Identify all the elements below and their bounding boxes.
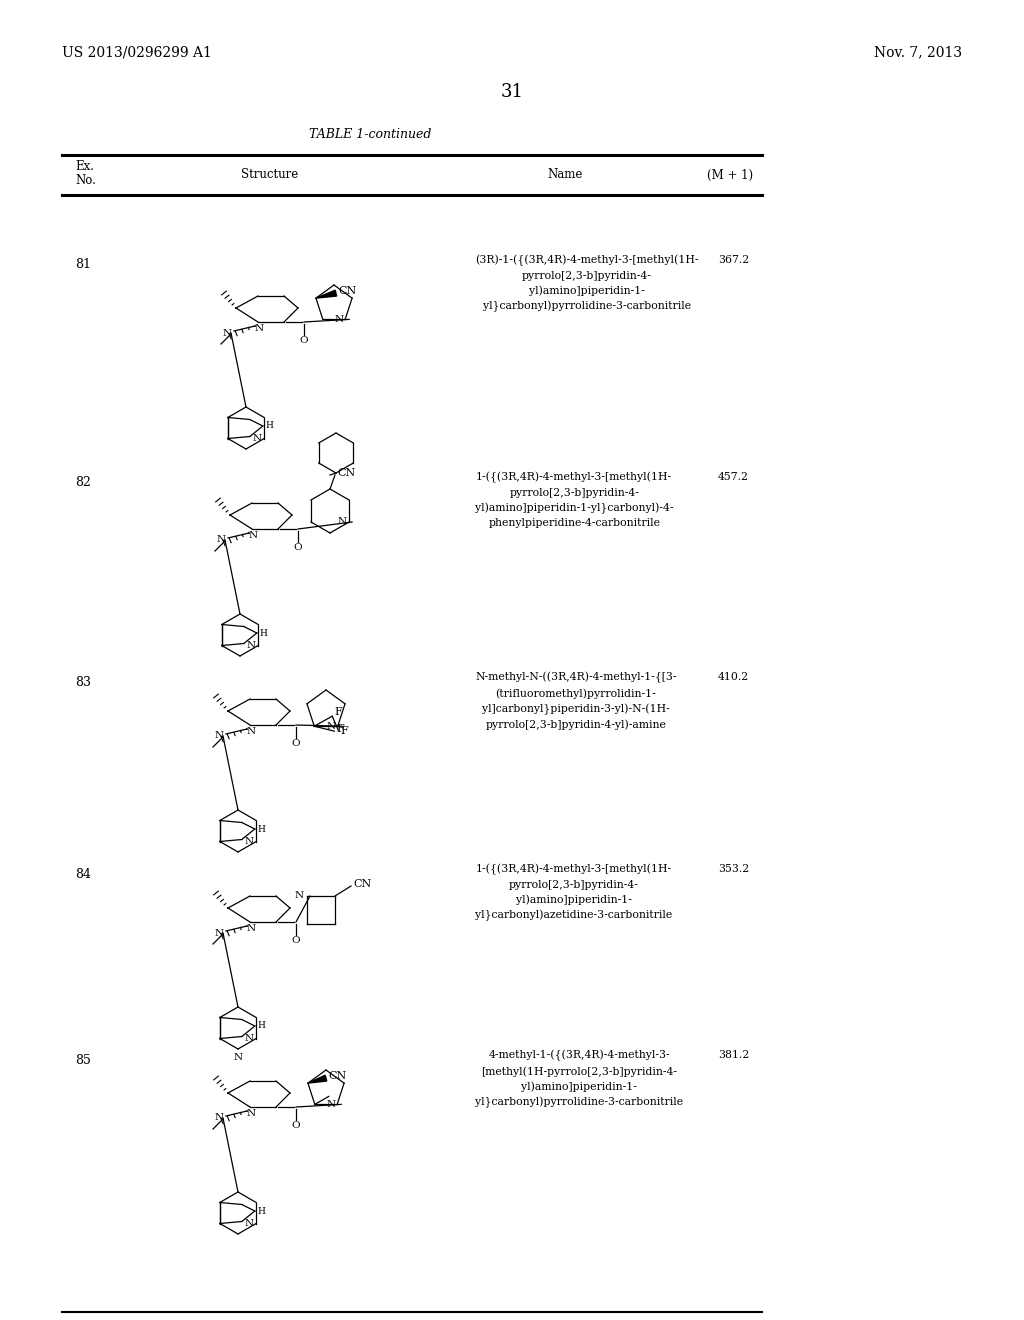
Text: 1-({(3R,4R)-4-methyl-3-[methyl(1H-
pyrrolo[2,3-b]pyridin-4-
yl)amino]piperidin-1: 1-({(3R,4R)-4-methyl-3-[methyl(1H- pyrro… bbox=[475, 473, 674, 528]
Text: N: N bbox=[215, 928, 224, 937]
Text: Ex.: Ex. bbox=[75, 161, 94, 173]
Text: O: O bbox=[292, 1121, 300, 1130]
Text: O: O bbox=[294, 543, 302, 552]
Text: (M + 1): (M + 1) bbox=[707, 169, 753, 181]
Text: 84: 84 bbox=[75, 867, 91, 880]
Text: N: N bbox=[247, 924, 256, 933]
Text: N: N bbox=[334, 315, 343, 323]
Text: O: O bbox=[300, 337, 308, 345]
Text: CN: CN bbox=[328, 1071, 346, 1081]
Text: N: N bbox=[215, 731, 224, 741]
Text: Name: Name bbox=[547, 169, 583, 181]
Text: N: N bbox=[244, 1218, 253, 1228]
Text: N: N bbox=[233, 1053, 243, 1063]
Text: 81: 81 bbox=[75, 259, 91, 272]
Text: N: N bbox=[295, 891, 304, 900]
Text: CN: CN bbox=[338, 286, 356, 296]
Text: H: H bbox=[266, 421, 273, 430]
Text: N: N bbox=[215, 1114, 224, 1122]
Text: CN: CN bbox=[337, 469, 355, 478]
Text: H: H bbox=[260, 628, 267, 638]
Text: Structure: Structure bbox=[242, 169, 299, 181]
Text: 31: 31 bbox=[501, 83, 523, 102]
Text: 367.2: 367.2 bbox=[718, 255, 750, 265]
Text: 457.2: 457.2 bbox=[718, 473, 749, 482]
Text: H: H bbox=[258, 825, 265, 833]
Text: 4-methyl-1-({(3R,4R)-4-methyl-3-
[methyl(1H-pyrrolo[2,3-b]pyridin-4-
yl)amino]pi: 4-methyl-1-({(3R,4R)-4-methyl-3- [methyl… bbox=[475, 1049, 683, 1107]
Text: N: N bbox=[247, 727, 256, 737]
Text: F: F bbox=[336, 725, 344, 734]
Text: 353.2: 353.2 bbox=[718, 865, 750, 874]
Text: No.: No. bbox=[75, 174, 96, 187]
Text: TABLE 1-continued: TABLE 1-continued bbox=[309, 128, 431, 140]
Text: H: H bbox=[258, 1206, 265, 1216]
Text: 85: 85 bbox=[75, 1053, 91, 1067]
Text: N: N bbox=[249, 531, 258, 540]
Text: 82: 82 bbox=[75, 475, 91, 488]
Text: O: O bbox=[292, 739, 300, 748]
Text: 1-({(3R,4R)-4-methyl-3-[methyl(1H-
pyrrolo[2,3-b]pyridin-4-
yl)amino]piperidin-1: 1-({(3R,4R)-4-methyl-3-[methyl(1H- pyrro… bbox=[475, 865, 672, 921]
Text: N: N bbox=[244, 1034, 253, 1043]
Text: F: F bbox=[340, 726, 348, 737]
Text: N: N bbox=[252, 434, 261, 444]
Text: CN: CN bbox=[353, 879, 372, 888]
Text: N: N bbox=[254, 323, 263, 333]
Text: N: N bbox=[327, 722, 336, 731]
Text: H: H bbox=[258, 1022, 265, 1031]
Text: N-methyl-N-((3R,4R)-4-methyl-1-{[3-
(trifluoromethyl)pyrrolidin-1-
yl]carbonyl}p: N-methyl-N-((3R,4R)-4-methyl-1-{[3- (tri… bbox=[475, 672, 677, 730]
Text: N: N bbox=[326, 1100, 335, 1109]
Text: N: N bbox=[338, 517, 347, 527]
Text: N: N bbox=[247, 1109, 256, 1118]
Text: N: N bbox=[244, 837, 253, 846]
Text: N: N bbox=[217, 536, 226, 544]
Text: 83: 83 bbox=[75, 676, 91, 689]
Text: 381.2: 381.2 bbox=[718, 1049, 750, 1060]
Text: O: O bbox=[292, 936, 300, 945]
Text: N: N bbox=[223, 329, 232, 338]
Text: US 2013/0296299 A1: US 2013/0296299 A1 bbox=[62, 45, 212, 59]
Text: 410.2: 410.2 bbox=[718, 672, 750, 682]
Text: N: N bbox=[246, 642, 255, 649]
Text: Nov. 7, 2013: Nov. 7, 2013 bbox=[873, 45, 962, 59]
Polygon shape bbox=[316, 290, 337, 298]
Text: F: F bbox=[334, 708, 342, 717]
Text: (3R)-1-({(3R,4R)-4-methyl-3-[methyl(1H-
pyrrolo[2,3-b]pyridin-4-
yl)amino]piperi: (3R)-1-({(3R,4R)-4-methyl-3-[methyl(1H- … bbox=[475, 255, 698, 312]
Polygon shape bbox=[308, 1076, 327, 1084]
